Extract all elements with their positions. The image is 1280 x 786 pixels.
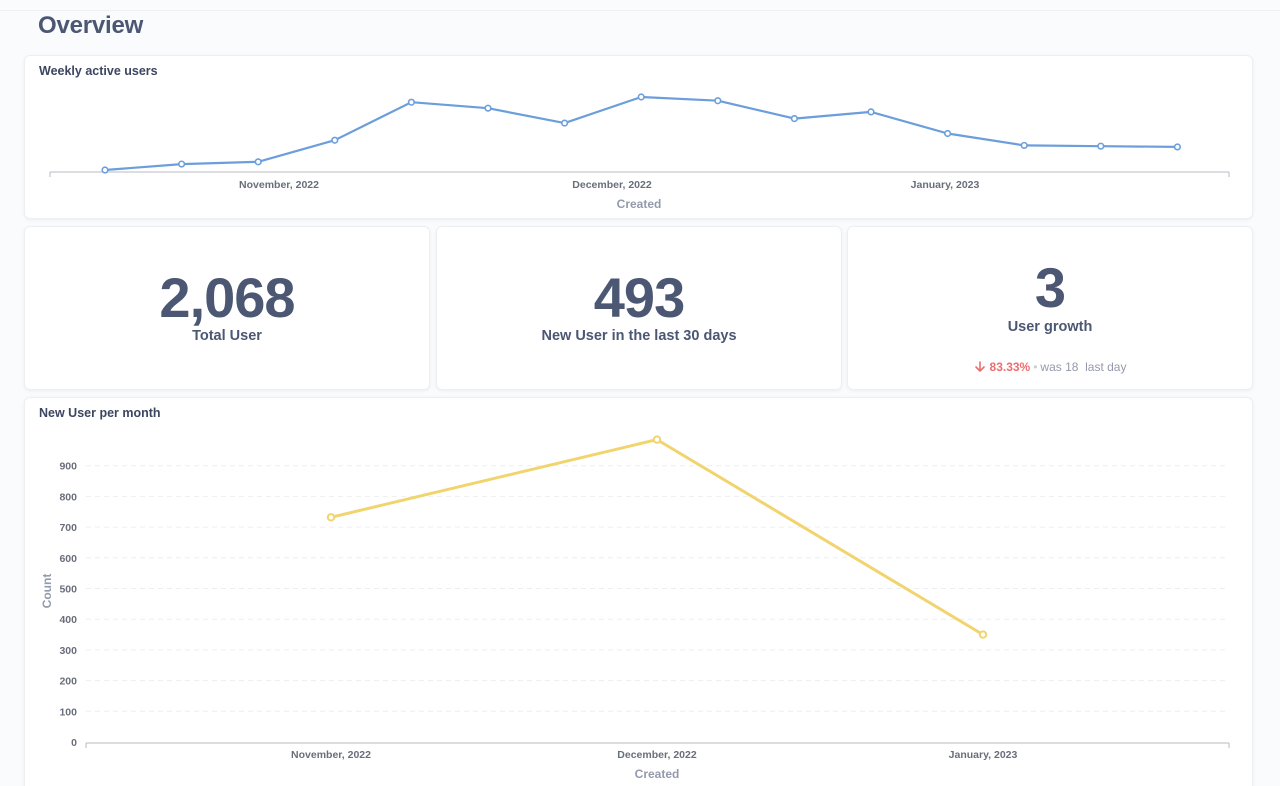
x-axis-title: Created (635, 767, 680, 781)
data-point (331, 136, 339, 144)
data-point (943, 129, 952, 138)
weekly-active-users-card[interactable]: Weekly active users November, 2022 Decem… (24, 55, 1253, 219)
page-title: Overview (38, 12, 144, 39)
y-tick-label: 900 (59, 461, 77, 473)
card-title[interactable]: New User per month (39, 406, 161, 420)
trend-period: last day (1085, 360, 1127, 374)
new-user-30-days-label: New User in the last 30 days (541, 328, 737, 344)
data-point (178, 160, 186, 168)
data-point (101, 166, 109, 174)
data-point (1173, 143, 1181, 151)
y-tick-label: 700 (59, 522, 77, 534)
total-user-card[interactable]: 2,068 Total User (24, 226, 430, 390)
data-point (484, 104, 492, 112)
user-growth-card[interactable]: 3 User growth 83.33% • was 18 last day (847, 226, 1253, 390)
total-user-value: 2,068 (159, 266, 295, 329)
x-tick-label: November, 2022 (239, 179, 319, 191)
trend-change-percent: 83.33% (989, 360, 1031, 374)
data-point (978, 630, 988, 639)
y-tick-label: 200 (59, 676, 77, 688)
data-point (637, 93, 645, 101)
data-point (560, 119, 569, 127)
new-user-30-days-card[interactable]: 493 New User in the last 30 days (436, 226, 842, 390)
x-axis-title: Created (617, 197, 662, 211)
y-tick-label: 0 (71, 737, 77, 749)
x-tick-label: January, 2023 (949, 749, 1018, 761)
data-point (254, 158, 262, 166)
new-user-per-month-chart[interactable]: 0 100 200 300 400 500 600 700 800 900 Count Creat… (25, 398, 1254, 786)
data-point (326, 513, 336, 522)
top-bar-divider (0, 0, 1280, 11)
x-tick-label: November, 2022 (291, 749, 371, 761)
data-point (714, 97, 722, 105)
user-growth-trend: 83.33% • was 18 last day (848, 360, 1252, 376)
card-title[interactable]: Weekly active users (39, 64, 158, 78)
x-tick-label: January, 2023 (911, 179, 980, 191)
trend-previous-value: was 18 (1040, 360, 1079, 374)
y-tick-label: 600 (59, 553, 77, 565)
weekly-active-users-chart[interactable]: November, 2022 December, 2022 January, 2… (25, 56, 1254, 220)
data-point (1097, 142, 1105, 150)
y-tick-label: 800 (59, 491, 77, 503)
x-tick-label: December, 2022 (572, 179, 652, 191)
data-point (790, 115, 799, 123)
y-tick-label: 500 (59, 584, 77, 596)
data-point (652, 435, 662, 444)
trend-separator: • (1033, 360, 1038, 374)
weekly-series-line (104, 95, 1178, 172)
data-point (407, 98, 416, 106)
new-user-30-days-value: 493 (593, 266, 685, 329)
arrow-down-icon (974, 361, 986, 376)
total-user-label: Total User (192, 328, 262, 344)
y-tick-label: 100 (59, 706, 77, 718)
y-tick-label: 300 (59, 645, 77, 657)
y-tick-label: 400 (59, 614, 77, 626)
monthly-series-line (330, 438, 984, 636)
user-growth-label: User growth (1007, 319, 1093, 335)
x-tick-label: December, 2022 (617, 749, 697, 761)
y-axis-title: Count (40, 574, 54, 609)
data-point (1020, 141, 1028, 150)
new-user-per-month-card[interactable]: New User per month 0 100 200 300 400 500 600 70… (24, 397, 1253, 786)
user-growth-value: 3 (1034, 256, 1066, 319)
data-point (867, 108, 875, 116)
